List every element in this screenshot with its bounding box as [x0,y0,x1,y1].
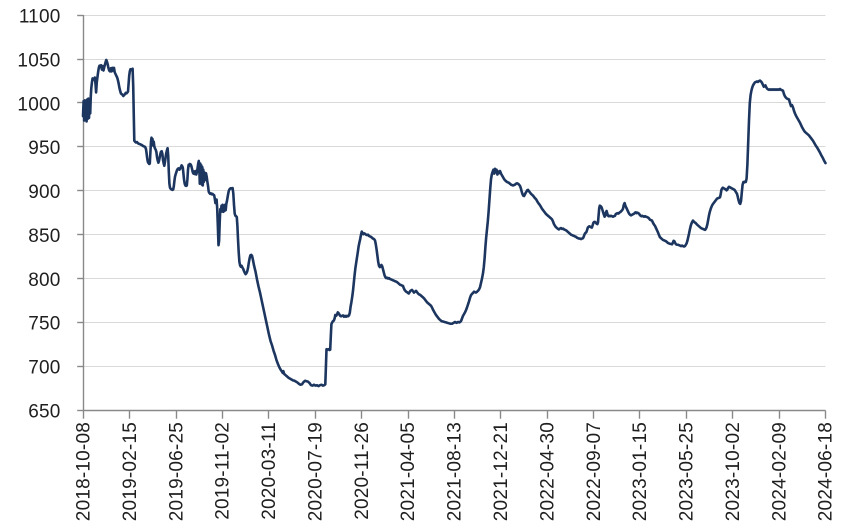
svg-text:2023-01-15: 2023-01-15 [630,422,651,521]
svg-text:900: 900 [28,182,60,203]
svg-text:1000: 1000 [17,94,60,115]
svg-text:2022-04-30: 2022-04-30 [537,422,558,521]
svg-text:800: 800 [28,270,60,291]
svg-text:650: 650 [28,402,60,423]
svg-text:750: 750 [28,314,60,335]
svg-text:2019-11-02: 2019-11-02 [213,422,234,520]
svg-text:950: 950 [28,138,60,159]
svg-text:2022-09-07: 2022-09-07 [584,422,605,521]
svg-text:2020-03-11: 2020-03-11 [259,422,280,520]
svg-text:2019-06-25: 2019-06-25 [166,422,187,521]
svg-text:1100: 1100 [19,7,61,28]
svg-text:2021-12-21: 2021-12-21 [491,422,512,521]
svg-text:700: 700 [28,358,60,379]
svg-text:850: 850 [28,226,60,247]
svg-text:2019-02-15: 2019-02-15 [120,422,141,521]
svg-text:2023-10-02: 2023-10-02 [723,422,744,521]
svg-text:2021-08-13: 2021-08-13 [445,422,466,521]
svg-text:2024-06-18: 2024-06-18 [816,422,837,521]
svg-text:2024-02-09: 2024-02-09 [769,422,790,521]
svg-text:2021-04-05: 2021-04-05 [398,422,419,521]
svg-text:2018-10-08: 2018-10-08 [74,422,95,521]
svg-text:1050: 1050 [17,50,60,71]
svg-text:2023-05-25: 2023-05-25 [677,422,698,521]
svg-text:2020-11-26: 2020-11-26 [352,422,373,520]
svg-text:2020-07-19: 2020-07-19 [305,422,326,521]
